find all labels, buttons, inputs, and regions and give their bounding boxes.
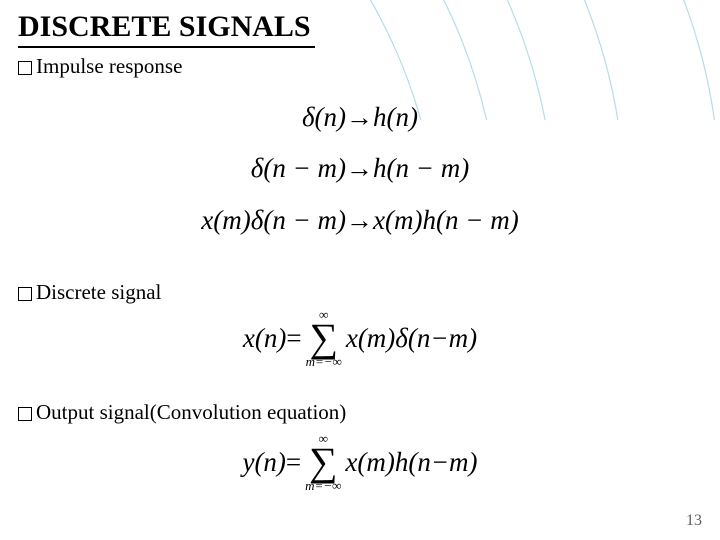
equation-discrete-sum: x(n) = ∞ ∑ m=−∞ x(m)δ(n−m): [0, 308, 720, 368]
bullet-box-icon: [18, 287, 32, 301]
sigma-icon: ∞ ∑ m=−∞: [305, 432, 341, 492]
bullet-label: Impulse response: [36, 54, 182, 78]
slide-title: DISCRETE SIGNALS: [18, 10, 315, 48]
bullet-box-icon: [18, 407, 32, 421]
page-number: 13: [686, 512, 702, 530]
bullet-box-icon: [18, 61, 32, 75]
equations-impulse-response: δ(n) → h(n) δ(n − m) → h(n − m) x(m)δ(n …: [0, 92, 720, 246]
sigma-icon: ∞ ∑ m=−∞: [306, 308, 342, 368]
bullet-output-signal: Output signal(Convolution equation): [18, 400, 346, 425]
bullet-label: Output signal(Convolution equation): [36, 400, 346, 424]
equation-output-sum: y(n) = ∞ ∑ m=−∞ x(m)h(n−m): [0, 432, 720, 492]
bullet-discrete-signal: Discrete signal: [18, 280, 161, 305]
bullet-impulse-response: Impulse response: [18, 54, 182, 79]
bullet-label: Discrete signal: [36, 280, 161, 304]
eq-line-1: δ(n) → h(n): [0, 92, 720, 142]
eq-line-2: δ(n − m) → h(n − m): [0, 142, 720, 194]
eq-line-3: x(m)δ(n − m) → x(m)h(n − m): [0, 194, 720, 246]
